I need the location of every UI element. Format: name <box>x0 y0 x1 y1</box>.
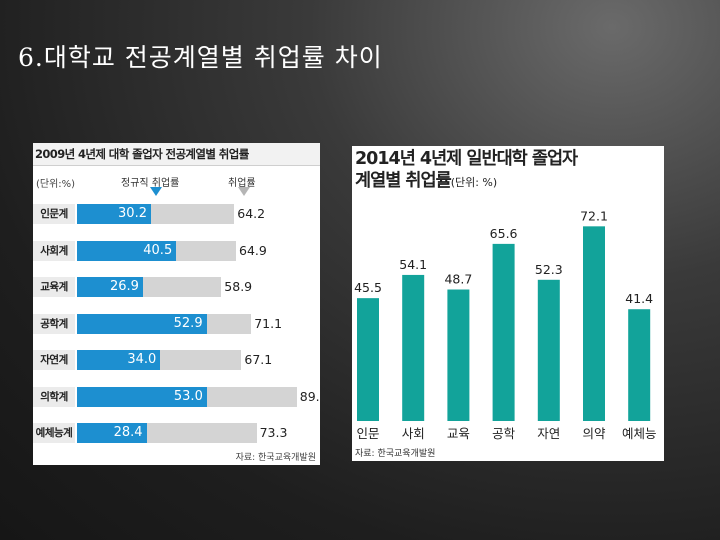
legend-total-label: 취업률 <box>228 178 256 189</box>
row-label: 의학계 <box>33 387 75 407</box>
bar-value-label: 65.6 <box>490 226 518 241</box>
bar-value-label: 48.7 <box>444 272 472 287</box>
regular-rate-value: 34.0 <box>127 352 157 367</box>
regular-rate-value: 40.5 <box>143 243 173 258</box>
chart-2009-header: 2009년 4년제 대학 졸업자 전공계열별 취업률 <box>33 143 320 166</box>
regular-rate-value: 30.2 <box>118 206 147 221</box>
regular-rate-bar <box>77 350 161 370</box>
chart-2009-title: 2009년 4년제 대학 졸업자 전공계열별 취업률 <box>35 147 249 161</box>
row-label: 예체능계 <box>33 423 75 443</box>
bar-value-label: 72.1 <box>580 208 608 223</box>
bar-value-label: 54.1 <box>399 257 427 272</box>
category-label: 의약 <box>582 426 606 441</box>
legend-regular-label: 정규직 취업률 <box>121 178 180 189</box>
bar-value-label: 45.5 <box>354 280 382 295</box>
bar-value-label: 41.4 <box>625 291 653 306</box>
chart-2009-unit: (단위:%) <box>36 179 76 190</box>
regular-rate-bar <box>77 387 207 407</box>
bar-value-label: 52.3 <box>535 262 563 277</box>
bar <box>628 309 651 421</box>
bar <box>583 226 605 421</box>
regular-rate-value: 28.4 <box>113 425 143 440</box>
legend-total-marker <box>238 187 250 196</box>
total-rate-value: 64.2 <box>237 206 266 221</box>
chart-2014-title-line2: 계열별 취업률 <box>355 171 452 191</box>
chart-2014-title-line1: 2014년 4년제 일반대학 졸업자 <box>355 149 578 169</box>
regular-rate-value: 52.9 <box>173 316 203 331</box>
category-label: 인문 <box>356 426 379 441</box>
chart-2014-title: 2014년 4년제 일반대학 졸업자 계열별 취업률(단위: %) <box>355 148 578 194</box>
regular-rate-bar <box>77 277 143 297</box>
legend-regular-marker <box>150 187 162 196</box>
regular-rate-bar <box>77 204 151 224</box>
total-rate-value: 64.9 <box>239 243 267 258</box>
bar <box>447 289 470 421</box>
chart-2009-panel: 2009년 4년제 대학 졸업자 전공계열별 취업률 (단위:%) 정규직 취업… <box>33 143 320 465</box>
slide-title: 6.대학교 전공계열별 취업률 차이 <box>18 43 383 72</box>
chart-2009-source: 자료: 한국교육개발원 <box>235 453 316 463</box>
total-rate-value: 67.1 <box>244 352 273 367</box>
category-label: 교육 <box>447 426 470 441</box>
regular-rate-value: 26.9 <box>109 279 139 294</box>
row-label: 공학계 <box>33 314 75 334</box>
category-label: 자연 <box>537 426 560 441</box>
total-rate-value: 71.1 <box>254 316 283 331</box>
regular-rate-bar <box>77 314 207 334</box>
row-label: 인문계 <box>33 204 75 224</box>
chart-2014-panel: 2014년 4년제 일반대학 졸업자 계열별 취업률(단위: %) 45.5 인문… <box>352 146 664 461</box>
category-label: 공학 <box>492 426 516 441</box>
total-rate-value: 58.9 <box>224 279 253 294</box>
total-rate-value: 89.7 <box>299 389 320 404</box>
regular-rate-bar <box>77 423 147 443</box>
bar <box>402 274 425 421</box>
chart-2014-source: 자료: 한국교육개발원 <box>355 449 436 459</box>
bar <box>537 279 560 421</box>
chart-2014-svg: 45.5 인문 54.1 사회 48.7 교육 65.6 공학 52.3 자연 72.1 의약 41.4… <box>354 208 657 441</box>
bar <box>357 298 379 421</box>
regular-rate-value: 53.0 <box>173 389 203 404</box>
row-label: 자연계 <box>33 350 75 370</box>
total-rate-value: 73.3 <box>259 425 288 440</box>
regular-rate-bar <box>77 241 177 261</box>
bar <box>492 243 515 421</box>
category-label: 예체능 <box>622 426 657 441</box>
category-label: 사회 <box>402 426 425 441</box>
row-label: 교육계 <box>33 277 75 297</box>
row-label: 사회계 <box>33 241 75 261</box>
chart-2014-unit: (단위: %) <box>450 176 498 189</box>
